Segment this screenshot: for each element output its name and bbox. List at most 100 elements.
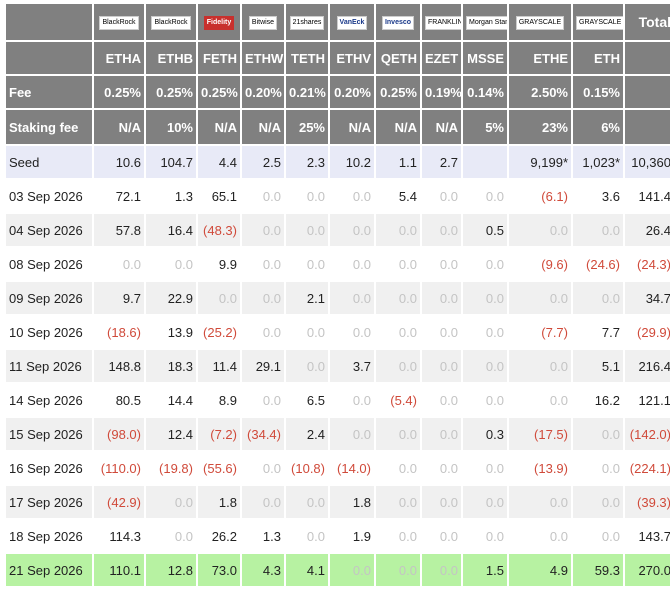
flow-cell: 0.0 (376, 350, 420, 382)
flow-cell: 0.0 (242, 180, 284, 212)
row-date-label: 04 Sep 2026 (6, 214, 92, 246)
flow-cell: 0.0 (509, 282, 571, 314)
flow-cell: 1.8 (198, 486, 240, 518)
row-date-label: 08 Sep 2026 (6, 248, 92, 280)
flow-cell: 0.0 (509, 214, 571, 246)
flow-cell: (110.0) (94, 452, 144, 484)
flow-cell: 0.0 (146, 486, 196, 518)
flow-cell: 0.0 (286, 486, 328, 518)
flow-cell: 0.0 (463, 248, 507, 280)
flow-cell: 0.0 (242, 316, 284, 348)
flow-cell: 4.9 (509, 554, 571, 586)
ticker-row-label (6, 42, 92, 74)
flow-cell: 73.0 (198, 554, 240, 586)
flow-cell: (25.2) (198, 316, 240, 348)
flow-cell (463, 146, 507, 178)
flow-cell: 9.7 (94, 282, 144, 314)
flow-cell: 0.0 (509, 486, 571, 518)
issuer-logo: GRAYSCALE (515, 15, 565, 30)
flow-cell: 1,023* (573, 146, 623, 178)
flow-cell: 12.8 (146, 554, 196, 586)
flow-cell: 1.8 (330, 486, 374, 518)
fee-cell: 0.15% (573, 76, 623, 108)
flow-cell: 0.0 (330, 418, 374, 450)
flow-cell: 0.0 (422, 316, 461, 348)
ticker-header: TETH (286, 42, 328, 74)
flow-cell: 0.0 (573, 486, 623, 518)
row-total-cell: (224.1) (625, 452, 670, 484)
flow-cell: 0.0 (422, 282, 461, 314)
fee-cell: 0.25% (94, 76, 144, 108)
row-date-label: 18 Sep 2026 (6, 520, 92, 552)
issuer-logo-cell: Fidelity (198, 4, 240, 40)
flow-cell: 0.0 (509, 384, 571, 416)
flow-cell: 0.0 (242, 214, 284, 246)
flow-cell: 0.0 (573, 418, 623, 450)
flow-row: 15 Sep 2026 (98.0) 12.4 (7.2) (34.4) 2.4 0.0 0.… (6, 418, 670, 450)
flow-cell: (7.7) (509, 316, 571, 348)
fee-cell: 0.20% (330, 76, 374, 108)
flow-cell: 0.0 (286, 214, 328, 246)
flow-cell: 0.0 (330, 214, 374, 246)
flow-cell: 0.0 (242, 486, 284, 518)
issuer-logo-cell: GRAYSCALE (573, 4, 623, 40)
issuer-logo-cell: Bitwise (242, 4, 284, 40)
total-header: Total (625, 4, 670, 40)
flow-cell: (55.6) (198, 452, 240, 484)
issuer-logo: 21shares (289, 15, 325, 30)
flow-cell: 0.0 (422, 214, 461, 246)
flow-cell: 0.0 (509, 350, 571, 382)
flow-cell: 65.1 (198, 180, 240, 212)
row-total-cell: (29.9) (625, 316, 670, 348)
flow-row: 03 Sep 2026 72.1 1.3 65.1 0.0 0.0 0.0 5.4 0.0 0.0… (6, 180, 670, 212)
flow-cell: 0.0 (242, 452, 284, 484)
etf-flows-table: BlackRock BlackRock Fidelity Bitwise 21share… (4, 2, 670, 588)
issuer-logo: FRANKLIN TEMPLETON (425, 15, 461, 30)
fee-label: Fee (6, 76, 92, 108)
flow-cell: (18.6) (94, 316, 144, 348)
row-date-label: 14 Sep 2026 (6, 384, 92, 416)
flow-cell: 0.0 (422, 486, 461, 518)
flow-cell: (10.8) (286, 452, 328, 484)
issuer-logo: Fidelity (203, 15, 235, 30)
flow-cell: 0.0 (376, 418, 420, 450)
flow-cell: 0.0 (463, 350, 507, 382)
flow-cell: 0.0 (463, 316, 507, 348)
ticker-header: EZET (422, 42, 461, 74)
flow-cell: 4.1 (286, 554, 328, 586)
flow-cell: 0.0 (463, 520, 507, 552)
flow-cell: 59.3 (573, 554, 623, 586)
flow-cell: 104.7 (146, 146, 196, 178)
issuer-logo-cell: BlackRock (146, 4, 196, 40)
staking-fee-cell: 6% (573, 110, 623, 144)
flow-cell: (13.9) (509, 452, 571, 484)
row-total-cell: 270.0 (625, 554, 670, 586)
issuer-logo-cell: FRANKLIN TEMPLETON (422, 4, 461, 40)
ticker-total-blank (625, 42, 670, 74)
staking-fee-cell: 5% (463, 110, 507, 144)
staking-fee-row: Staking fee N/A 10% N/A N/A 25% N/A N/A N/A 5% 23%… (6, 110, 670, 144)
flow-cell: 0.0 (376, 214, 420, 246)
flow-cell: (42.9) (94, 486, 144, 518)
flow-cell: 8.9 (198, 384, 240, 416)
fee-cell: 2.50% (509, 76, 571, 108)
row-date-label: 09 Sep 2026 (6, 282, 92, 314)
flow-cell: 0.0 (463, 486, 507, 518)
flow-cell: 0.0 (422, 520, 461, 552)
flow-row: 09 Sep 2026 9.7 22.9 0.0 0.0 2.1 0.0 0.0 0.0 0.0 0… (6, 282, 670, 314)
issuer-logo-cell: VanEck (330, 4, 374, 40)
flow-cell: 0.3 (463, 418, 507, 450)
flow-row: 16 Sep 2026 (110.0) (19.8) (55.6) 0.0 (10.8)(… (6, 452, 670, 484)
fee-cell: 0.21% (286, 76, 328, 108)
flow-cell: 0.0 (422, 452, 461, 484)
flow-cell: 0.0 (376, 248, 420, 280)
flow-cell: 0.0 (422, 180, 461, 212)
flow-cell: 7.7 (573, 316, 623, 348)
flow-cell: 1.3 (146, 180, 196, 212)
fee-cell: 0.14% (463, 76, 507, 108)
flow-cell: 3.7 (330, 350, 374, 382)
flow-cell: 0.0 (330, 282, 374, 314)
staking-total-blank (625, 110, 670, 144)
row-total-cell: 26.4 (625, 214, 670, 246)
ticker-header: ETH (573, 42, 623, 74)
